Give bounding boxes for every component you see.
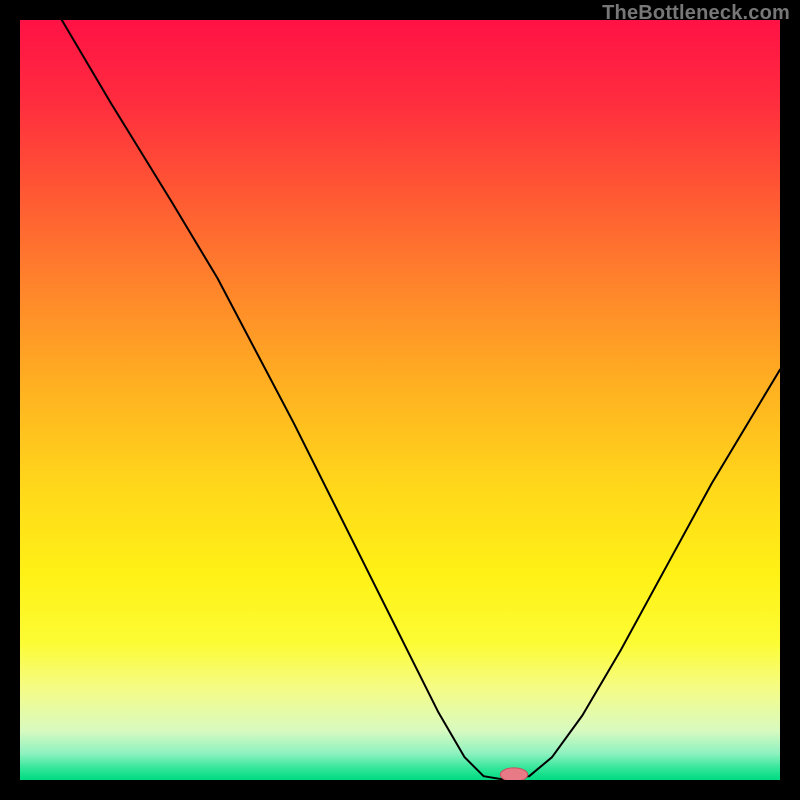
watermark-text: TheBottleneck.com	[602, 2, 790, 25]
bottleneck-chart	[0, 0, 800, 800]
frame-border	[780, 0, 800, 800]
chart-container: { "watermark": { "text": "TheBottleneck.…	[0, 0, 800, 800]
frame-border	[0, 780, 800, 800]
frame-border	[0, 0, 20, 800]
chart-background	[20, 20, 780, 780]
optimal-point-marker	[500, 768, 527, 782]
